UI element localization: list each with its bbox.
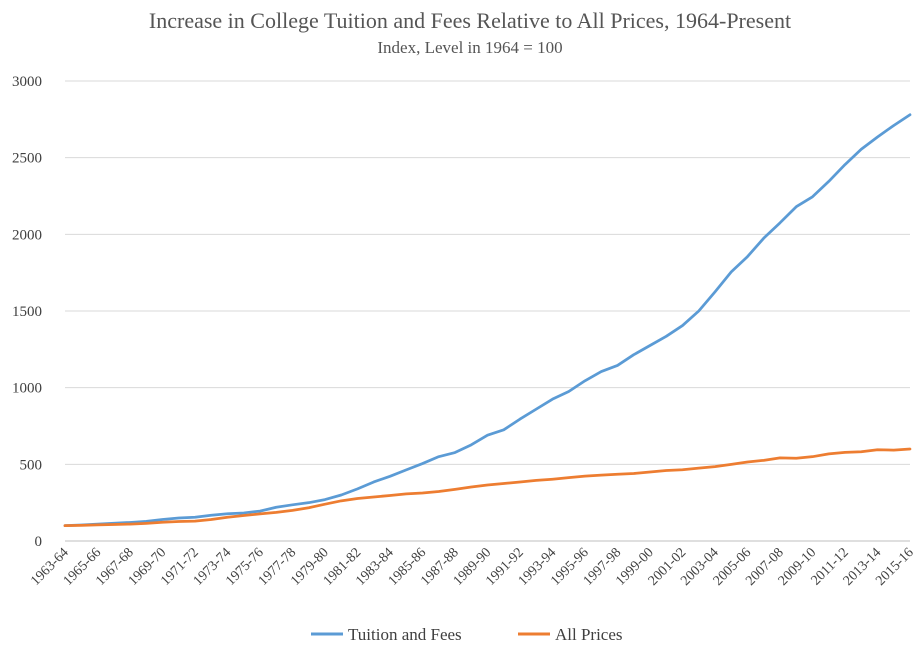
y-tick-label: 1500 [12, 304, 42, 320]
y-tick-label: 2500 [12, 151, 42, 167]
x-axis-ticks: 1963-641965-661967-681969-701971-721973-… [28, 545, 917, 589]
y-tick-label: 3000 [12, 74, 42, 90]
chart-subtitle: Index, Level in 1964 = 100 [377, 38, 562, 57]
y-tick-label: 0 [35, 534, 43, 550]
y-axis-ticks: 0 500 1000 1500 2000 2500 3000 [12, 74, 42, 550]
y-tick-label: 1000 [12, 381, 42, 397]
y-tick-label: 2000 [12, 227, 42, 243]
series-lines [63, 113, 912, 528]
series-line-tuition-and-fees [63, 113, 912, 528]
chart-title: Increase in College Tuition and Fees Rel… [149, 8, 791, 33]
legend: Tuition and Fees All Prices [311, 625, 623, 644]
y-tick-label: 500 [20, 457, 43, 473]
legend-label: All Prices [555, 625, 623, 644]
legend-label: Tuition and Fees [348, 625, 462, 644]
series-line-all-prices [63, 447, 912, 528]
gridlines [65, 80, 910, 542]
